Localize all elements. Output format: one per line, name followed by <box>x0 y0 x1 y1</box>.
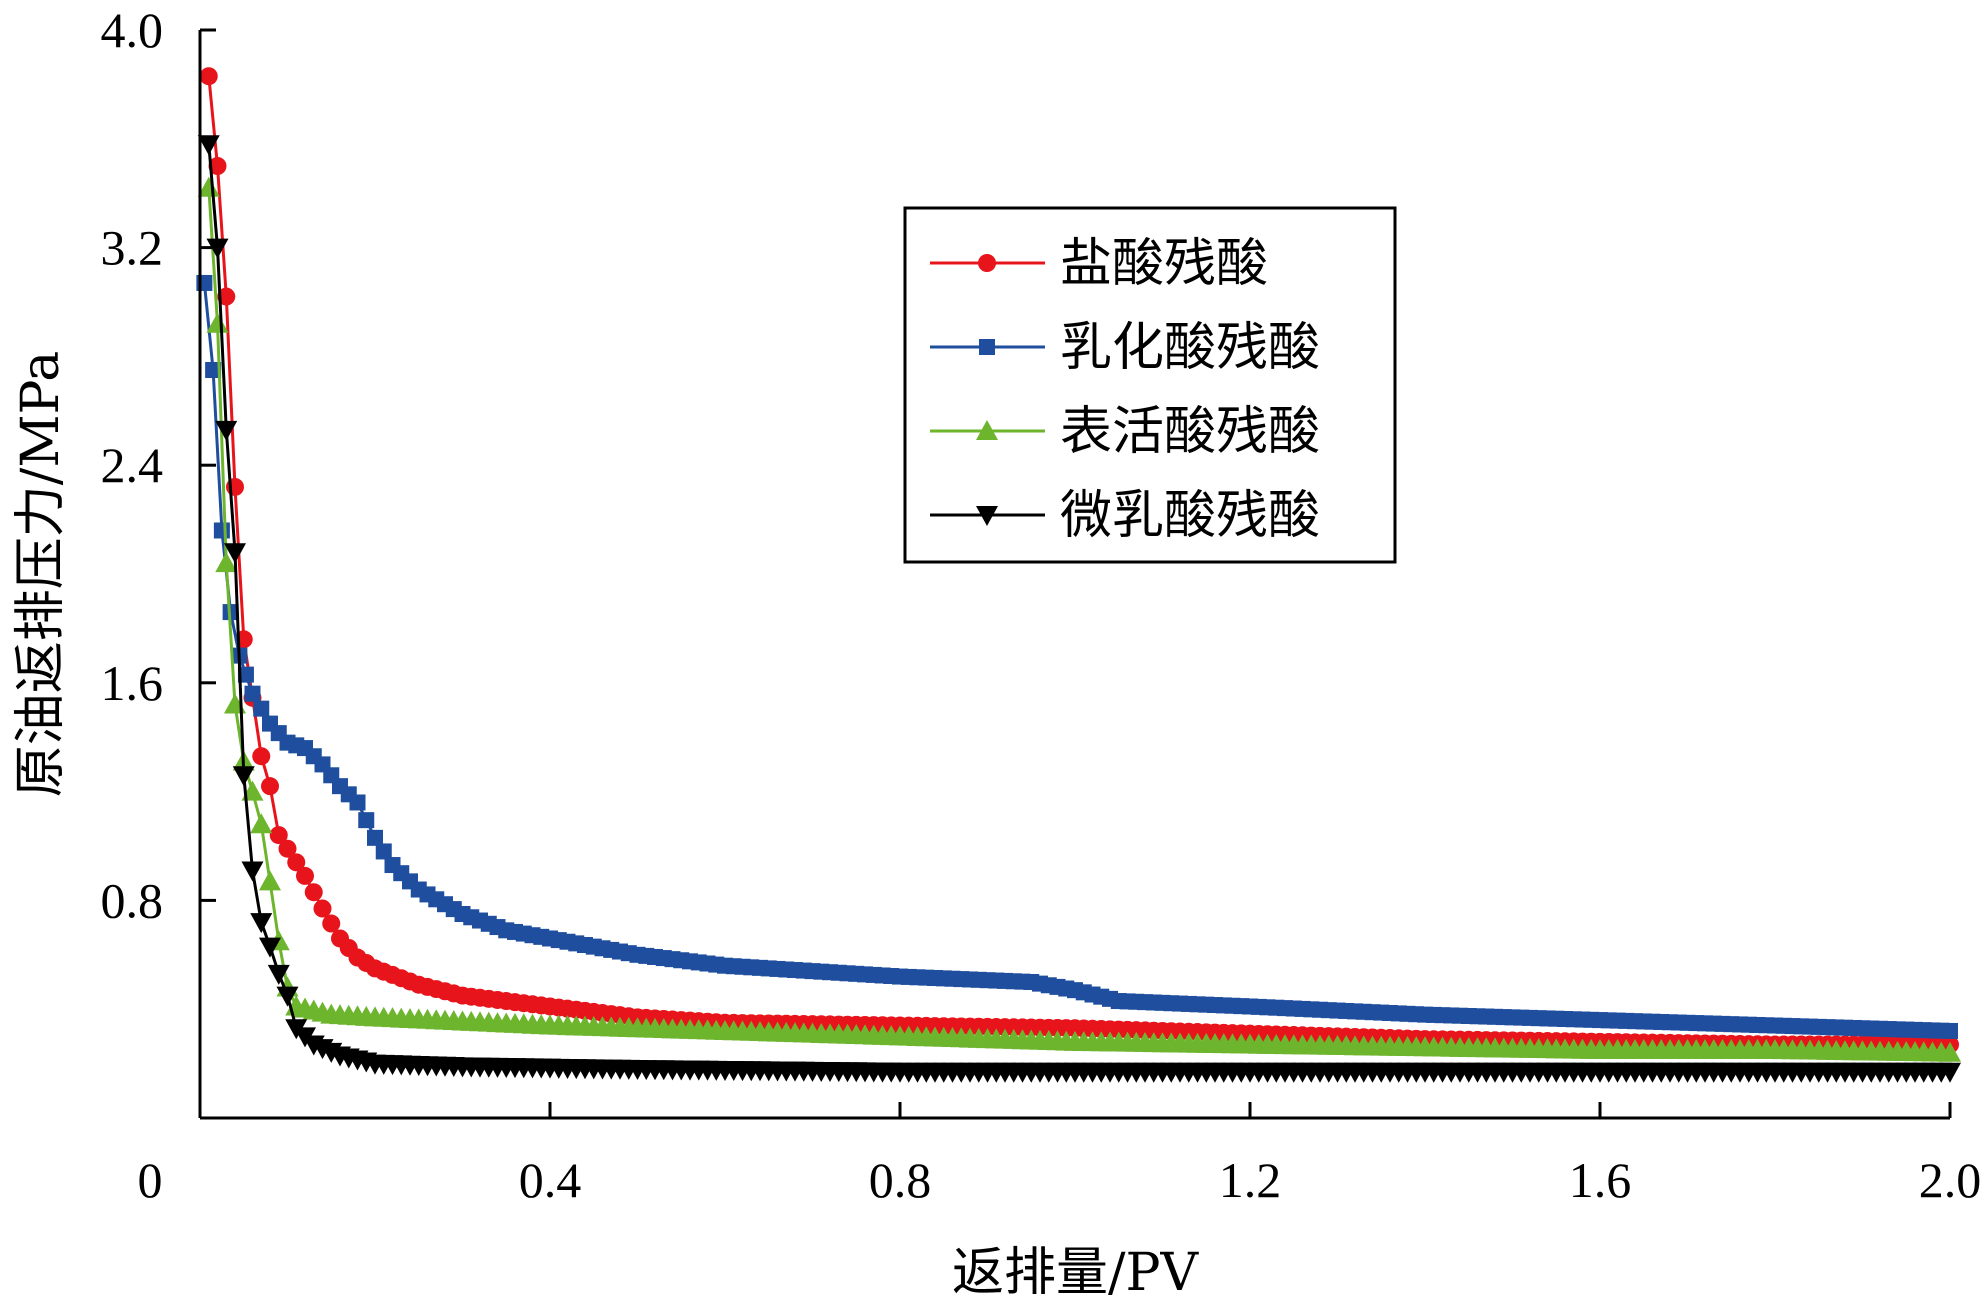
y-tick-label: 3.2 <box>101 220 164 276</box>
data-point <box>213 522 230 539</box>
legend-entry: 表活酸残酸 <box>930 402 1320 462</box>
data-point <box>217 287 236 306</box>
data-point <box>224 543 246 564</box>
data-point <box>276 986 299 1007</box>
series-4 <box>197 135 1961 1083</box>
data-point <box>261 777 279 796</box>
data-point <box>313 899 332 918</box>
legend-marker <box>976 506 998 526</box>
data-point <box>349 794 366 811</box>
legend-marker <box>978 254 996 272</box>
legend-label: 微乳酸残酸 <box>1060 486 1320 546</box>
x-tick-label: 1.2 <box>1219 1152 1282 1208</box>
y-axis-title: 原油返排压力/MPa <box>11 351 71 797</box>
legend-marker <box>979 339 995 355</box>
data-point <box>232 766 255 787</box>
data-point <box>375 843 392 860</box>
data-point <box>250 813 273 834</box>
x-tick-label: 1.6 <box>1569 1152 1632 1208</box>
data-point <box>287 853 306 872</box>
series-layer <box>196 67 1961 1083</box>
legend-label: 表活酸残酸 <box>1060 402 1320 462</box>
data-point <box>208 157 227 175</box>
data-point <box>304 883 323 902</box>
data-point <box>259 937 281 958</box>
legend-entry: 盐酸残酸 <box>930 234 1268 294</box>
data-point <box>199 67 218 86</box>
y-tick-label: 2.4 <box>101 437 164 493</box>
y-tick-label: 4.0 <box>101 2 164 58</box>
series-3 <box>197 176 1961 1062</box>
data-point <box>278 839 297 858</box>
data-point <box>296 866 314 885</box>
data-point <box>205 362 222 378</box>
data-point <box>1942 1022 1958 1039</box>
x-tick-label: 0.4 <box>519 1152 582 1208</box>
data-point <box>250 913 273 934</box>
data-point <box>215 420 238 441</box>
data-point <box>206 312 229 333</box>
data-point <box>269 826 288 845</box>
y-tick-label: 1.6 <box>101 655 164 711</box>
data-point <box>358 812 375 829</box>
ticks: 0 0.4 0.8 1.2 1.6 2.0 0.8 1.6 2.4 3.2 4.0 <box>101 2 1980 1208</box>
data-point <box>237 666 254 683</box>
axes <box>198 30 1950 1120</box>
data-point <box>241 861 264 882</box>
data-point <box>215 552 238 573</box>
data-point <box>1939 1041 1961 1062</box>
legend-label: 盐酸残酸 <box>1060 234 1268 294</box>
data-point <box>206 238 229 259</box>
x-tick-label: 0.8 <box>869 1152 932 1208</box>
data-point <box>244 685 261 702</box>
data-point <box>253 700 270 717</box>
series-2 <box>196 274 1958 1039</box>
data-point <box>267 964 290 985</box>
legend-entry: 微乳酸残酸 <box>930 486 1320 546</box>
legend-entry: 乳化酸残酸 <box>930 318 1320 378</box>
data-point <box>367 829 383 846</box>
legend-label: 乳化酸残酸 <box>1060 318 1320 378</box>
series-1 <box>199 67 1959 1054</box>
legend-marker <box>976 420 998 440</box>
data-point <box>322 914 341 933</box>
x-axis-title: 返排量/PV <box>952 1243 1200 1303</box>
x-tick-label: 2.0 <box>1919 1152 1980 1208</box>
y-tick-label: 0.8 <box>101 872 164 928</box>
data-point <box>252 747 271 766</box>
data-point <box>1939 1062 1961 1083</box>
data-point <box>259 870 281 891</box>
data-point <box>197 135 220 156</box>
x-tick-label: 0 <box>138 1152 163 1208</box>
